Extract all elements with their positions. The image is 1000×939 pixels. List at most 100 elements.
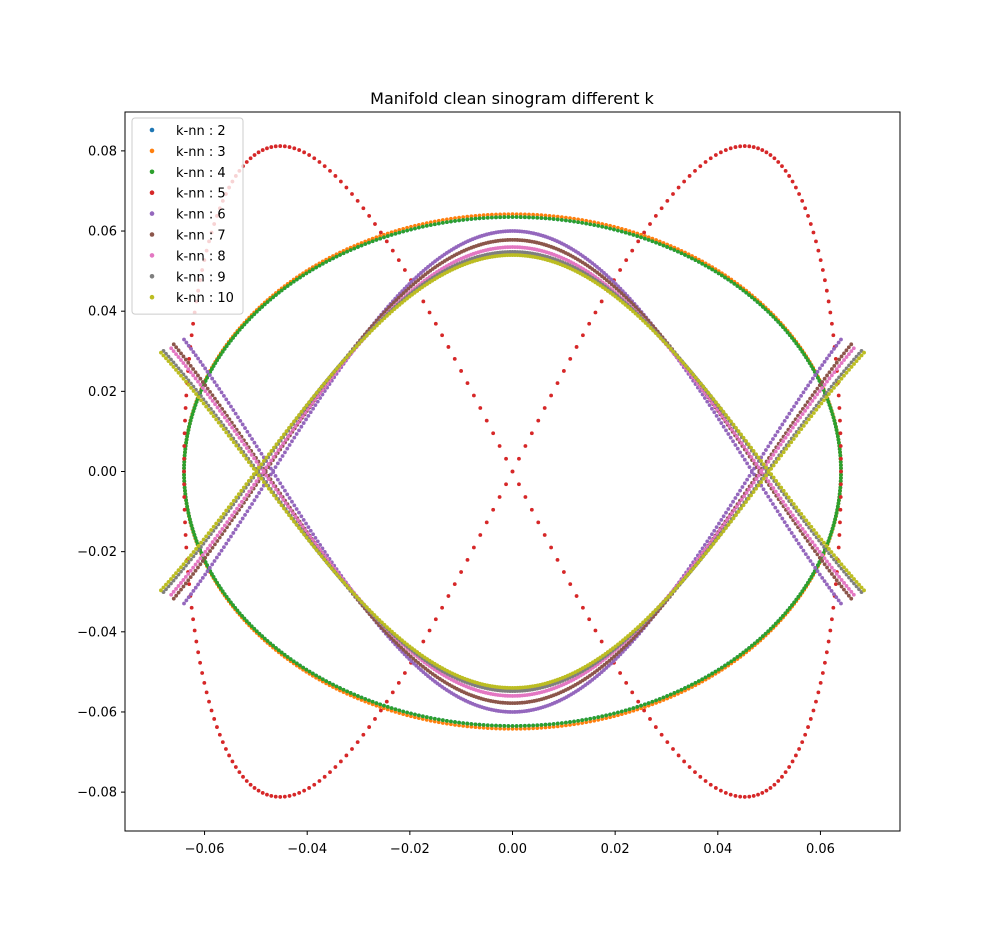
scatter-point: [852, 362, 856, 366]
scatter-point: [249, 486, 254, 490]
scatter-point: [397, 230, 402, 235]
scatter-point: [825, 582, 829, 587]
scatter-point: [749, 445, 753, 450]
scatter-point: [182, 337, 186, 342]
scatter-point: [227, 516, 232, 521]
scatter-point: [186, 367, 191, 372]
scatter-point: [827, 547, 831, 551]
scatter-point: [287, 426, 291, 430]
scatter-point: [252, 498, 257, 503]
scatter-point: [725, 518, 729, 522]
scatter-point: [282, 432, 286, 437]
scatter-point: [181, 584, 186, 589]
scatter-point: [182, 453, 187, 458]
scatter-point: [233, 765, 238, 769]
scatter-point: [272, 493, 276, 498]
scatter-point: [222, 592, 227, 596]
scatter-point: [294, 507, 299, 511]
scatter-point: [671, 589, 676, 594]
scatter-point: [638, 622, 643, 627]
scatter-point: [345, 689, 349, 694]
scatter-point: [250, 502, 254, 506]
scatter-point: [224, 541, 229, 546]
scatter-point: [185, 434, 190, 439]
scatter-point: [619, 291, 624, 295]
scatter-point: [193, 562, 198, 567]
scatter-point: [449, 719, 453, 724]
scatter-point: [292, 519, 296, 524]
scatter-point: [811, 230, 816, 235]
scatter-point: [600, 717, 605, 721]
scatter-point: [314, 390, 319, 395]
scatter-point: [815, 546, 820, 551]
scatter-point: [380, 620, 384, 625]
scatter-point: [229, 437, 234, 441]
scatter-point: [185, 504, 190, 509]
scatter-point: [203, 572, 208, 577]
scatter-point: [288, 281, 293, 286]
scatter-point: [631, 309, 635, 314]
scatter-point: [433, 321, 438, 326]
scatter-point: [830, 617, 834, 622]
scatter-point: [373, 717, 377, 721]
scatter-point: [241, 485, 246, 490]
scatter-point: [378, 702, 383, 707]
scatter-point: [216, 420, 221, 425]
scatter-point: [390, 690, 395, 695]
scatter-point: [724, 413, 728, 417]
scatter-point: [190, 526, 195, 531]
scatter-point: [771, 475, 776, 480]
scatter-point: [842, 358, 846, 362]
scatter-point: [803, 732, 808, 737]
scatter-point: [787, 765, 792, 769]
scatter-point: [432, 719, 437, 724]
scatter-point: [355, 740, 360, 744]
scatter-point: [215, 405, 220, 410]
scatter-point: [216, 583, 221, 588]
scatter-point: [717, 417, 721, 422]
scatter-point: [218, 530, 222, 535]
scatter-point: [186, 571, 191, 576]
scatter-point: [831, 415, 836, 420]
scatter-point: [188, 568, 193, 573]
scatter-point: [754, 477, 759, 481]
scatter-point: [621, 300, 625, 305]
scatter-point: [829, 572, 834, 576]
scatter-point: [735, 492, 740, 497]
scatter-point: [354, 344, 359, 349]
scatter-point: [239, 499, 244, 504]
scatter-point: [225, 418, 230, 423]
scatter-point: [804, 583, 809, 588]
scatter-point: [584, 218, 589, 223]
scatter-point: [320, 677, 325, 682]
scatter-point: [471, 545, 476, 550]
scatter-point: [616, 228, 620, 233]
scatter-point: [766, 479, 771, 484]
scatter-point: [747, 144, 752, 149]
scatter-point: [636, 314, 640, 318]
scatter-point: [781, 450, 786, 455]
x-tick-label: −0.02: [390, 842, 430, 857]
scatter-point: [790, 513, 795, 518]
scatter-point: [808, 717, 813, 721]
scatter-point: [191, 529, 196, 534]
scatter-point: [811, 367, 816, 371]
scatter-point: [651, 328, 656, 333]
scatter-point: [656, 333, 661, 338]
scatter-point: [274, 442, 279, 447]
scatter-point: [741, 288, 746, 293]
scatter-point: [396, 643, 401, 648]
scatter-point: [778, 496, 783, 501]
scatter-point: [642, 236, 647, 241]
scatter-point: [574, 345, 579, 349]
scatter-point: [362, 602, 367, 607]
scatter-point: [812, 569, 817, 573]
scatter-point: [800, 526, 805, 531]
scatter-point: [751, 145, 756, 149]
scatter-point: [182, 472, 186, 477]
scatter-point: [686, 684, 691, 689]
scatter-point: [428, 718, 433, 723]
scatter-point: [504, 456, 508, 461]
scatter-point: [319, 554, 324, 559]
scatter-point: [282, 286, 287, 291]
